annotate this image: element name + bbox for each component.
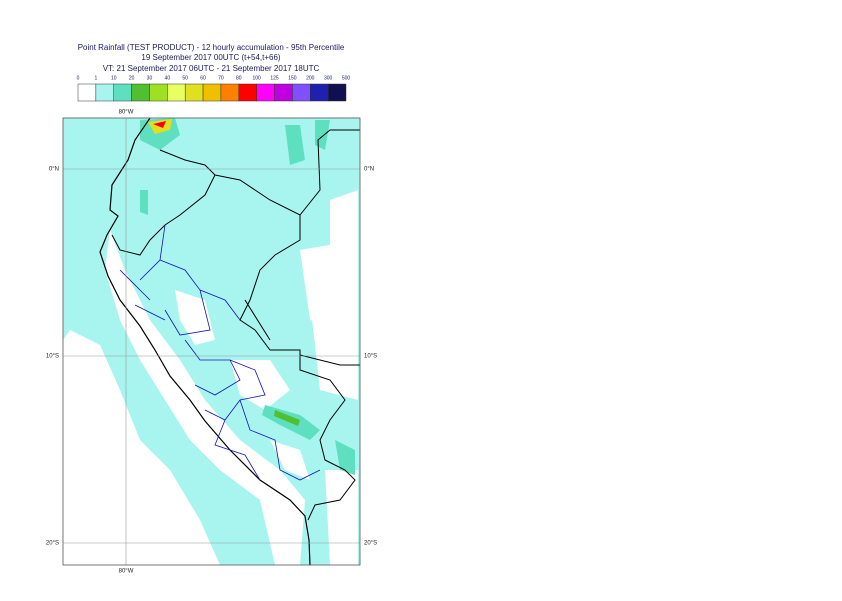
dry-area xyxy=(300,240,358,565)
lat-label: 10°S xyxy=(364,354,377,360)
colorbar-label: 70 xyxy=(218,75,224,81)
lat-label: 10°S xyxy=(46,354,59,360)
title-line: VT: 21 September 2017 06UTC - 21 Septemb… xyxy=(103,64,320,73)
title-line: 19 September 2017 00UTC (t+54,t+66) xyxy=(141,53,281,62)
colorbar-swatch xyxy=(131,83,150,102)
colorbar-swatch xyxy=(292,83,311,102)
colorbar-label: 0 xyxy=(77,75,80,81)
colorbar-label: 30 xyxy=(147,75,153,81)
colorbar-label: 300 xyxy=(324,75,333,81)
colorbar-swatch xyxy=(77,83,97,102)
colorbar-label: 80 xyxy=(236,75,242,81)
colorbar-swatch xyxy=(256,83,275,102)
dry-area xyxy=(175,190,358,480)
rain-patch xyxy=(153,121,166,128)
department-border xyxy=(119,224,321,481)
lon-label: 80°W xyxy=(119,569,134,575)
rain-patch xyxy=(274,410,300,426)
dry-area xyxy=(105,230,305,565)
colorbar-swatch xyxy=(202,83,222,102)
colorbar-label: 100 xyxy=(252,75,261,81)
colorbar-label: 1 xyxy=(94,75,97,81)
colorbar-swatch xyxy=(274,83,293,102)
colorbar-label: 10 xyxy=(111,75,117,81)
country-border xyxy=(111,129,360,521)
lat-label: 0°N xyxy=(49,167,59,173)
map: 80°W 80°W 0°N 0°N 10°S 10°S 20°S 20°S xyxy=(46,110,377,575)
lat-label: 20°S xyxy=(46,541,59,547)
colorbar-label: 150 xyxy=(288,75,297,81)
colorbar-label: 125 xyxy=(270,75,279,81)
colorbar-swatch xyxy=(184,83,204,102)
lat-label: 0°N xyxy=(364,167,374,173)
coastline xyxy=(99,118,311,565)
dry-area xyxy=(63,330,220,565)
colorbar-label: 500 xyxy=(342,75,351,81)
colorbar-label: 40 xyxy=(165,75,171,81)
colorbar-swatch xyxy=(310,83,329,102)
colorbar-swatch xyxy=(220,83,240,102)
colorbar-label: 200 xyxy=(306,75,315,81)
map-frame xyxy=(62,117,361,566)
title-line: Point Rainfall (TEST PRODUCT) - 12 hourl… xyxy=(78,43,345,52)
colorbar-label: 60 xyxy=(200,75,206,81)
colorbar-swatch xyxy=(113,83,132,102)
colorbar: 0 1 10 20 30 40 50 60 70 80 100 125 150 200 300 500 xyxy=(77,75,351,102)
colorbar-swatch xyxy=(327,83,347,102)
colorbar-swatch xyxy=(238,83,257,102)
lon-label: 80°W xyxy=(119,110,134,116)
colorbar-swatch xyxy=(167,83,186,102)
colorbar-label: 20 xyxy=(129,75,135,81)
colorbar-label: 50 xyxy=(182,75,188,81)
colorbar-swatch xyxy=(149,83,168,102)
colorbar-swatch xyxy=(95,83,114,102)
lat-label: 20°S xyxy=(364,541,377,547)
